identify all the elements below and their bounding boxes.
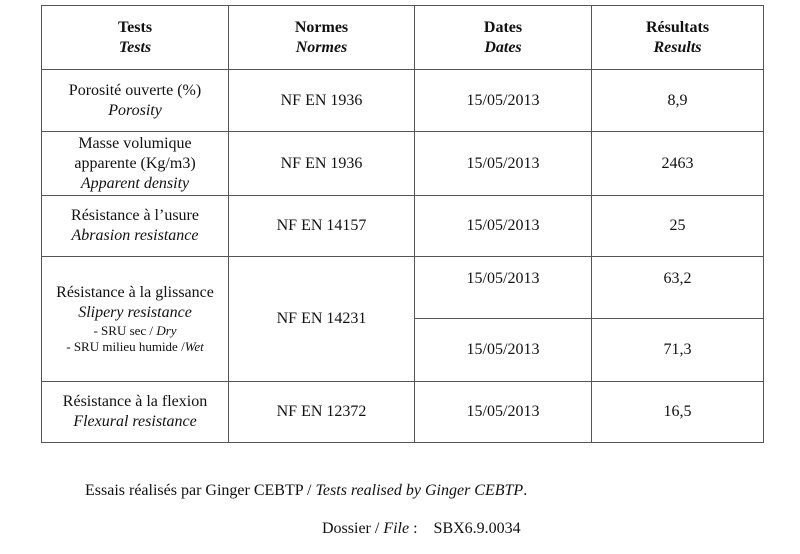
test-fr: Résistance à l’usure <box>71 207 199 224</box>
table-row: 15/05/2013 71,3 <box>42 318 764 382</box>
table-row: Résistance à l’usure Abrasion resistance … <box>41 195 764 257</box>
header-en: Normes <box>295 38 348 56</box>
test-fr: apparente (Kg/m3) <box>74 154 196 172</box>
test-en: Abrasion resistance <box>71 227 199 244</box>
header-fr: Normes <box>294 18 349 36</box>
header-row: Tests Tests Normes Normes Dates Dates Résul… <box>41 5 764 70</box>
norm-cell: NF EN 14231 <box>228 256 415 382</box>
sub-dry: - SRU sec / Dry <box>46 323 224 339</box>
test-cell: Résistance à l’usure Abrasion resistance <box>41 195 229 257</box>
test-en: Porosity <box>108 101 162 119</box>
test-en: Slipery resistance <box>78 304 192 321</box>
header-fr: Résultats <box>645 18 710 36</box>
date-cell: 15/05/2013 <box>414 256 592 319</box>
sub-en: Wet <box>184 339 204 354</box>
test-cell: Résistance à la flexion Flexural resistan… <box>41 381 229 443</box>
date-cell: 15/05/2013 <box>414 318 592 382</box>
result-cell: 25 <box>591 195 764 257</box>
table-row: Masse volumique apparente (Kg/m3) Apparent… <box>41 131 764 196</box>
note-en: Tests realised by Ginger CEBTP <box>315 482 524 499</box>
header-en: Results <box>653 38 702 56</box>
file-value: SBX6.9.0034 <box>433 520 521 537</box>
note-end: . <box>523 482 528 499</box>
sub-wet: - SRU milieu humide /Wet <box>46 339 224 355</box>
norm-cell: NF EN 12372 <box>228 381 415 443</box>
result-cell: 8,9 <box>591 69 764 132</box>
result-cell: 16,5 <box>591 381 764 443</box>
note-fr: Essais réalisés par Ginger CEBTP / <box>85 482 316 499</box>
file-label-en: File <box>383 520 410 537</box>
table-row: Résistance à la glissance Slipery resist… <box>41 256 764 382</box>
norm-cell: NF EN 1936 <box>228 131 415 196</box>
date-cell: 15/05/2013 <box>414 69 592 132</box>
header-fr: Tests <box>117 18 153 36</box>
test-en: Flexural resistance <box>73 413 197 430</box>
date-cell: 15/05/2013 <box>414 131 592 196</box>
header-normes: Normes Normes <box>228 5 415 70</box>
norm-cell: NF EN 14157 <box>228 195 415 257</box>
result-cell: 71,3 <box>591 318 764 382</box>
sub-fr: - SRU sec / <box>93 323 157 338</box>
tests-note: Essais réalisés par Ginger CEBTP / Tests… <box>85 482 527 500</box>
table-row: Résistance à la flexion Flexural resistan… <box>41 381 764 443</box>
header-en: Dates <box>484 38 522 56</box>
date-cell: 15/05/2013 <box>414 195 592 257</box>
file-separator: : <box>409 520 434 537</box>
file-label-fr: Dossier / <box>322 520 384 537</box>
test-fr: Porosité ouverte (%) <box>68 81 202 99</box>
test-cell: Masse volumique apparente (Kg/m3) Apparent… <box>41 131 229 196</box>
header-tests: Tests Tests <box>41 5 229 70</box>
header-en: Tests <box>118 38 152 56</box>
file-reference: Dossier / File : SBX6.9.0034 <box>322 520 521 538</box>
test-fr: Résistance à la glissance <box>56 284 214 301</box>
result-cell: 2463 <box>591 131 764 196</box>
result-cell: 63,2 <box>591 256 764 319</box>
test-fr: Masse volumique <box>78 134 192 152</box>
test-fr: Résistance à la flexion <box>62 393 208 410</box>
header-dates: Dates Dates <box>414 5 592 70</box>
results-table: Tests Tests Normes Normes Dates Dates Résul… <box>41 5 764 443</box>
date-cell: 15/05/2013 <box>414 381 592 443</box>
sub-fr: - SRU milieu humide / <box>66 339 185 354</box>
header-fr: Dates <box>483 18 523 36</box>
header-results: Résultats Results <box>591 5 764 70</box>
sub-en: Dry <box>156 323 177 338</box>
test-cell: Porosité ouverte (%) Porosity <box>41 69 229 132</box>
table-row: Porosité ouverte (%) Porosity NF EN 1936 … <box>41 69 764 132</box>
test-cell: Résistance à la glissance Slipery resist… <box>41 256 229 382</box>
norm-cell: NF EN 1936 <box>228 69 415 132</box>
test-en: Apparent density <box>80 174 190 192</box>
